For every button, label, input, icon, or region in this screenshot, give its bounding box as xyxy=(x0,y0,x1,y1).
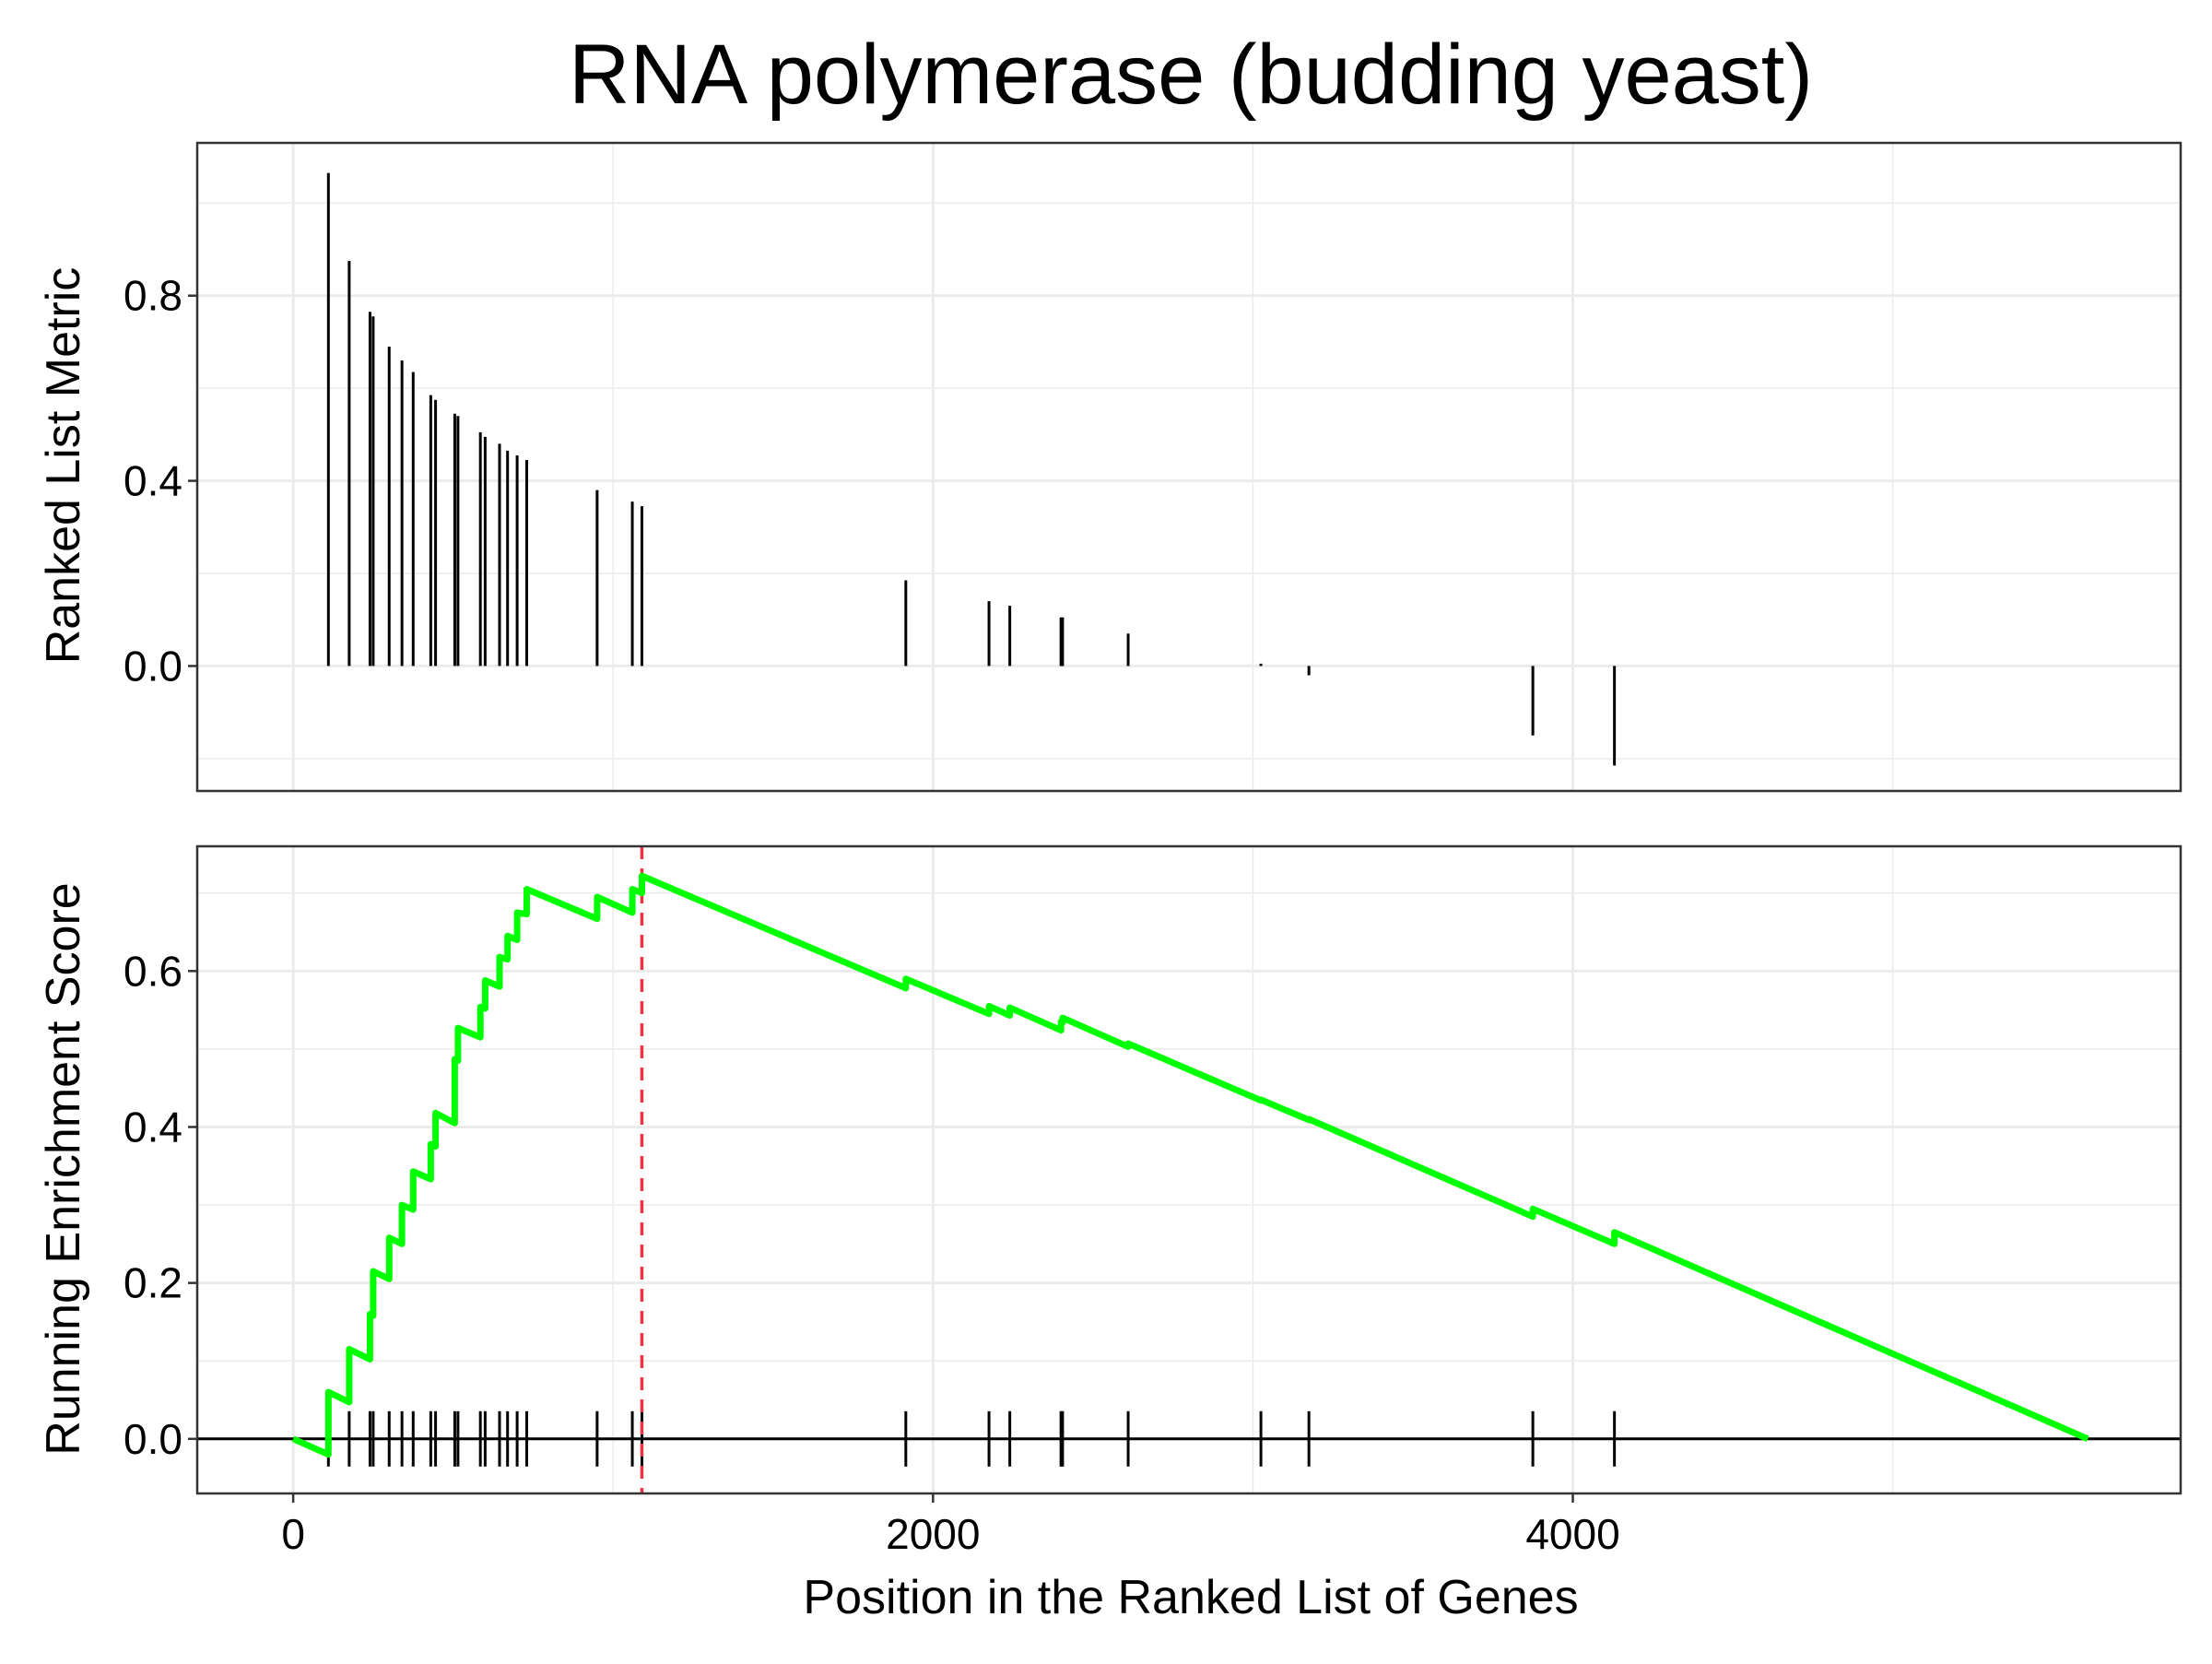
ranked-metric-y-axis-label: Ranked List Metric xyxy=(37,267,90,665)
panel-border xyxy=(195,141,2183,793)
y-tick-label: 0.0 xyxy=(124,1415,182,1463)
x-tick-label: 2000 xyxy=(886,1510,980,1558)
running-enrichment-panel: 0.0 0.2 0.4 0.6 0 2000 4000 xyxy=(124,844,2183,1558)
x-axis-label: Position in the Ranked List of Genes xyxy=(803,1571,1578,1624)
y-tick-label: 0.4 xyxy=(124,457,182,505)
running-enrichment-y-axis-label: Running Enrichment Score xyxy=(37,882,90,1455)
y-tick-label: 0.6 xyxy=(124,947,182,995)
y-tick-label: 0.4 xyxy=(124,1103,182,1151)
chart-title: RNA polymerase (budding yeast) xyxy=(569,28,1813,122)
x-tick-label: 0 xyxy=(281,1510,305,1558)
y-tick-label: 0.0 xyxy=(124,642,182,690)
panel-border xyxy=(195,844,2183,1495)
y-tick-label: 0.8 xyxy=(124,272,182,320)
x-tick-label: 4000 xyxy=(1525,1510,1619,1558)
y-tick-label: 0.2 xyxy=(124,1259,182,1307)
plot-background xyxy=(197,846,2181,1493)
ranked-metric-panel: 0.0 0.4 0.8 xyxy=(124,141,2183,793)
running-enrichment-line xyxy=(291,872,2089,1458)
plot-background xyxy=(197,143,2181,791)
